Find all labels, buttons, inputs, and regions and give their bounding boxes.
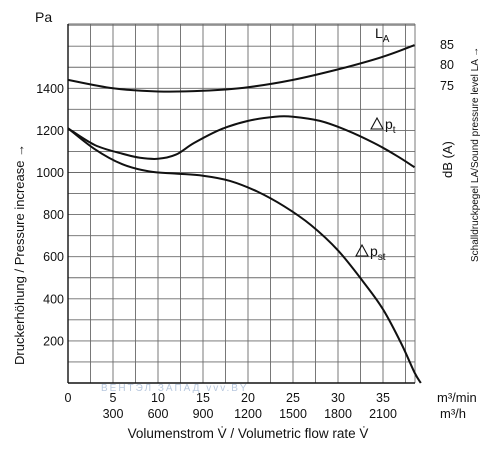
x-tick-labels-m3min: 0 5 10 15 20 25 30 35 xyxy=(65,391,390,405)
x-tick-label-m3min: 35 xyxy=(376,391,390,405)
x-tick-label-m3min: 10 xyxy=(151,391,165,405)
y-tick-label: 400 xyxy=(43,292,64,306)
x-tick-label-m3min: 15 xyxy=(196,391,210,405)
x-tick-labels-m3h: 300 600 900 1200 1500 1800 2100 xyxy=(103,407,397,421)
x-tick-label-m3h: 2100 xyxy=(369,407,397,421)
y-unit-label: Pa xyxy=(35,9,52,25)
y-tick-label: 1400 xyxy=(36,82,64,96)
series-label-dpt: pt xyxy=(385,116,396,136)
x-tick-label-m3h: 1500 xyxy=(279,407,307,421)
x-tick-label-m3h: 1200 xyxy=(234,407,262,421)
x-tick-label-m3min: 5 xyxy=(110,391,117,405)
y-tick-label: 200 xyxy=(43,334,64,348)
x-tick-label-m3min: 30 xyxy=(331,391,345,405)
right-tick-label: 85 xyxy=(440,38,454,52)
right-tick-labels: 85 80 75 xyxy=(440,38,454,93)
series-line-dpst xyxy=(67,127,422,384)
grid xyxy=(67,23,416,384)
x-tick-label-m3h: 1800 xyxy=(324,407,352,421)
y-tick-label: 1200 xyxy=(36,124,64,138)
series-label-dpst-delta-icon xyxy=(355,243,369,257)
x-unit-m3h: m³/h xyxy=(440,406,466,421)
right-axis-unit: dB (A) xyxy=(440,141,455,178)
x-unit-m3min: m³/min xyxy=(437,390,477,405)
y-tick-label: 800 xyxy=(43,208,64,222)
watermark: ВЕНТЭЛ ЗАПАД vvv.BY xyxy=(101,383,249,394)
series-label-dpst: pst xyxy=(370,243,386,263)
x-tick-label-m3h: 600 xyxy=(148,407,169,421)
right-axis-title: Schalldruckpegel LA/Sound pressure level… xyxy=(470,47,481,262)
y-axis-title: Druckerhöhung / Pressure increase → xyxy=(12,144,27,365)
series-line-la xyxy=(67,44,415,93)
series-labels: LA pt pst xyxy=(355,25,396,263)
x-tick-label-m3h: 900 xyxy=(193,407,214,421)
y-tick-label: 1000 xyxy=(36,166,64,180)
x-axis-title: Volumenstrom V̇ / Volumetric flow rate V… xyxy=(128,426,369,441)
series-label-dpt-delta-icon xyxy=(370,116,384,130)
x-tick-label-m3h: 300 xyxy=(103,407,124,421)
x-tick-label-m3min: 0 xyxy=(65,391,72,405)
curves xyxy=(67,44,422,384)
y-tick-labels: 200 400 600 800 1000 1200 1400 xyxy=(36,82,64,349)
series-line-dpt xyxy=(67,115,416,169)
series-label-la: LA xyxy=(375,25,390,45)
right-tick-label: 75 xyxy=(440,79,454,93)
x-tick-label-m3min: 25 xyxy=(286,391,300,405)
x-tick-label-m3min: 20 xyxy=(241,391,255,405)
right-tick-label: 80 xyxy=(440,58,454,72)
y-tick-label: 600 xyxy=(43,250,64,264)
